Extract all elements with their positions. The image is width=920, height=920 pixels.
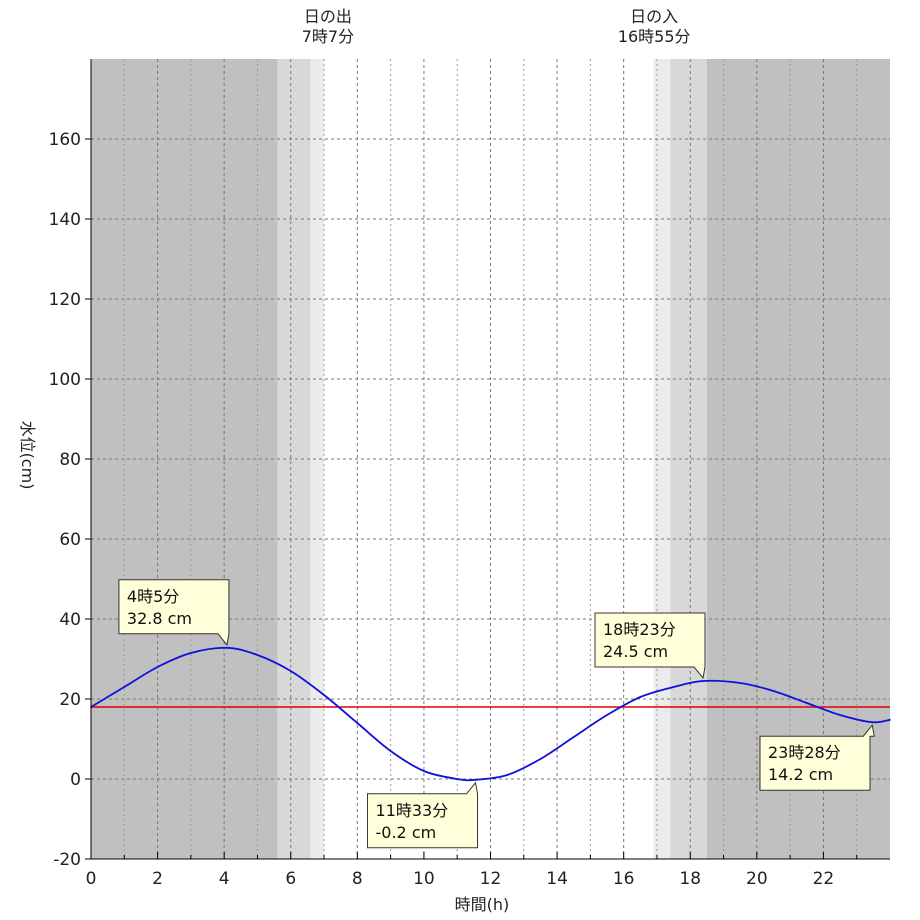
callout-box-2	[594, 612, 706, 680]
data-point-18	[672, 686, 675, 688]
data-point-9	[389, 750, 392, 752]
data-point-21	[772, 690, 775, 692]
y-axis-title: 水位(cm)	[18, 421, 37, 490]
x-tick-label-2: 2	[152, 869, 163, 889]
data-point-5	[256, 654, 259, 656]
x-tick-label-22: 22	[813, 869, 835, 889]
data-point-16	[606, 714, 608, 716]
x-tick-label-6: 6	[285, 869, 296, 889]
data-point-15	[572, 736, 575, 738]
x-tick-label-12: 12	[480, 869, 502, 889]
data-point-8	[356, 722, 359, 724]
data-point-23	[839, 714, 841, 716]
series-line-0	[90, 646, 891, 782]
sun-event-time-1: 16時55分	[618, 27, 691, 46]
data-point-4	[226, 647, 228, 649]
axes: 0 2 4 6 8 10 12 14 16 18 20 22-20020406080100120140…	[49, 59, 890, 889]
sun-event-label-1: 日の入	[630, 7, 678, 26]
x-tick-label-10: 10	[413, 869, 435, 889]
data-point-1	[123, 686, 126, 688]
band-1	[277, 59, 311, 859]
callout-box-0	[118, 579, 230, 646]
callout-time-3: 23時28分	[768, 743, 841, 762]
data-point-22	[805, 702, 808, 704]
grid-lines	[91, 59, 890, 859]
data-point-10	[423, 770, 425, 772]
sun-event-time-0: 7時7分	[302, 27, 354, 46]
data-point-17	[639, 696, 642, 698]
y-tick-label-20: 20	[59, 690, 81, 710]
callout-box-3	[759, 724, 875, 791]
callout-time-2: 18時23分	[603, 620, 676, 639]
x-tick-label-16: 16	[613, 869, 635, 889]
data-point-19	[702, 680, 704, 682]
x-tick-label-8: 8	[352, 869, 363, 889]
data-point-14	[539, 758, 542, 760]
data-point-2	[156, 666, 159, 668]
y-tick-label-60: 60	[59, 530, 81, 550]
data-point-6	[289, 670, 292, 672]
y-tick-label-140: 140	[49, 210, 81, 230]
data-point-7	[323, 694, 325, 696]
x-tick-label-4: 4	[219, 869, 230, 889]
callout-level-3: 14.2 cm	[768, 765, 833, 784]
data-point-25	[889, 719, 891, 721]
y-tick-label-40: 40	[59, 610, 81, 630]
callout-time-0: 4時5分	[127, 587, 179, 606]
y-tick-label-0: 0	[70, 770, 81, 790]
data-point-24	[871, 721, 874, 723]
callout-level-2: 24.5 cm	[603, 642, 668, 661]
x-tick-label-0: 0	[86, 869, 97, 889]
callout-level-1: -0.2 cm	[376, 823, 437, 842]
data-point-20	[739, 682, 741, 684]
x-axis-title: 時間(h)	[455, 895, 510, 914]
callout-time-1: 11時33分	[376, 801, 449, 820]
y-tick-label-160: 160	[49, 130, 81, 150]
callout-box-1	[367, 781, 479, 849]
y-tick-label-80: 80	[59, 450, 81, 470]
data-point-3	[190, 652, 192, 654]
y-tick-label-120: 120	[49, 290, 81, 310]
band-2	[310, 59, 325, 859]
y-tick-label--20: -20	[53, 850, 81, 870]
x-tick-label-14: 14	[546, 869, 568, 889]
x-tick-label-20: 20	[746, 869, 768, 889]
callouts: 4時5分 32.8 cm 11時33分 -0.2 cm 18時23分 24.5 cm 23時…	[118, 579, 875, 849]
x-tick-label-18: 18	[679, 869, 701, 889]
data-point-13	[506, 774, 508, 776]
sun-event-label-0: 日の出	[304, 7, 352, 26]
day-night-bands	[91, 59, 890, 859]
callout-level-0: 32.8 cm	[127, 609, 192, 628]
band-5	[670, 59, 707, 859]
data-point-12	[474, 779, 477, 781]
y-tick-label-100: 100	[49, 370, 81, 390]
data-point-11	[456, 778, 459, 780]
